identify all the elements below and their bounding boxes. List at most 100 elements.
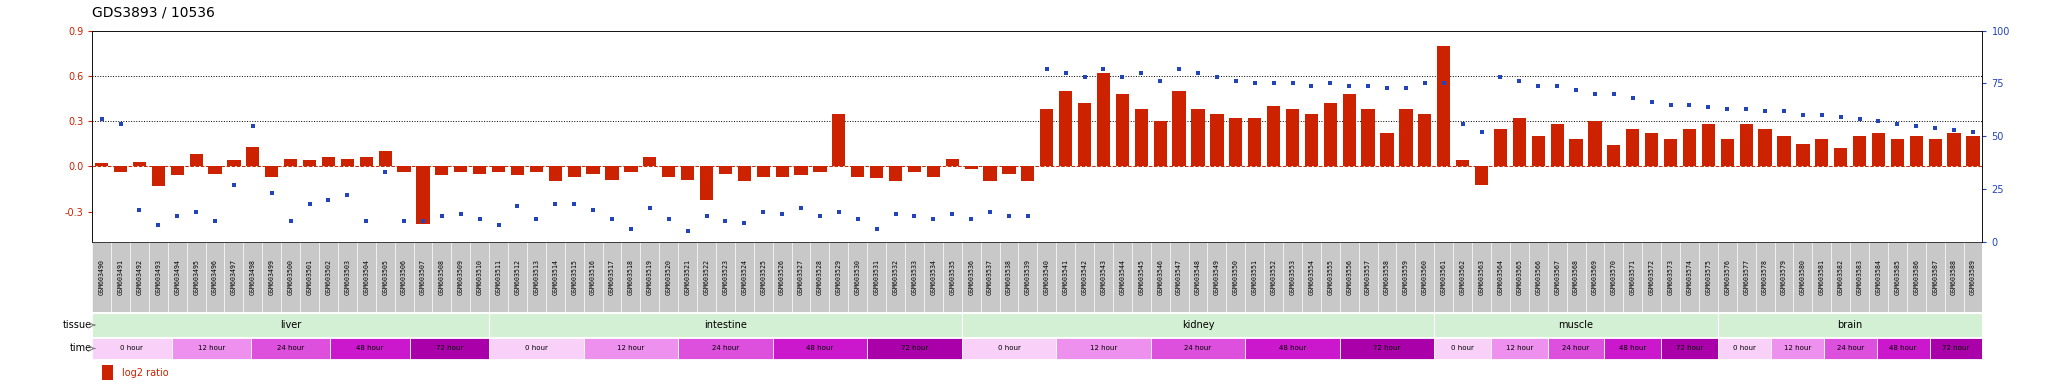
Text: GSM603553: GSM603553 [1290, 259, 1296, 295]
Text: 0 hour: 0 hour [524, 346, 547, 351]
Text: GSM603523: GSM603523 [723, 259, 729, 295]
Bar [1323, 103, 1337, 166]
Bar [92, 313, 489, 338]
Point [1276, 80, 1309, 86]
Bar [1434, 313, 1718, 338]
Bar [793, 242, 811, 312]
Bar [1604, 338, 1661, 359]
Bar [999, 242, 1018, 312]
Text: GSM603568: GSM603568 [1573, 259, 1579, 295]
Bar [625, 166, 637, 172]
Text: GSM603516: GSM603516 [590, 259, 596, 295]
Bar [1434, 338, 1491, 359]
Point [86, 116, 119, 122]
Point [1767, 108, 1800, 114]
Point [1786, 112, 1819, 118]
Point [1485, 74, 1518, 80]
Point [387, 218, 420, 224]
Point [1030, 66, 1063, 72]
Bar [1040, 109, 1053, 166]
Bar [1473, 242, 1491, 312]
Point [1522, 83, 1554, 89]
Text: GSM603513: GSM603513 [532, 259, 539, 295]
Bar [1245, 242, 1264, 312]
Bar [1645, 133, 1659, 166]
Bar [1853, 136, 1866, 166]
Bar [641, 242, 659, 312]
Text: GSM603587: GSM603587 [1931, 259, 1937, 295]
Bar [1964, 242, 1982, 312]
Bar [1491, 242, 1509, 312]
Bar [473, 166, 485, 174]
Point [653, 215, 686, 222]
Text: GSM603526: GSM603526 [778, 259, 784, 295]
Bar [1227, 242, 1245, 312]
Bar [719, 166, 731, 174]
Bar [1604, 242, 1624, 312]
Text: 48 hour: 48 hour [807, 346, 834, 351]
Bar [924, 242, 942, 312]
Bar [1835, 148, 1847, 166]
Text: GSM603500: GSM603500 [287, 259, 293, 295]
Bar [1948, 133, 1960, 166]
Bar [436, 166, 449, 175]
Text: GSM603520: GSM603520 [666, 259, 672, 295]
Bar [1171, 91, 1186, 166]
Bar [659, 242, 678, 312]
Bar [662, 166, 676, 177]
Bar [1755, 242, 1774, 312]
Bar [1245, 338, 1339, 359]
Bar [356, 242, 375, 312]
Bar [811, 242, 829, 312]
Point [463, 215, 496, 222]
Text: 0 hour: 0 hour [1733, 346, 1755, 351]
Text: 72 hour: 72 hour [1675, 346, 1704, 351]
Text: 48 hour: 48 hour [1278, 346, 1307, 351]
Bar [244, 242, 262, 312]
Bar [133, 162, 145, 166]
Bar [1153, 121, 1167, 166]
Bar [94, 164, 109, 166]
Bar [547, 242, 565, 312]
Text: GSM603564: GSM603564 [1497, 259, 1503, 295]
Point [1370, 84, 1403, 91]
Point [690, 214, 723, 220]
Text: GSM603548: GSM603548 [1194, 259, 1200, 295]
Point [1692, 104, 1724, 110]
Point [1937, 127, 1970, 133]
Text: GSM603512: GSM603512 [514, 259, 520, 295]
Bar [1133, 242, 1151, 312]
Text: GSM603556: GSM603556 [1346, 259, 1352, 295]
Bar [451, 242, 471, 312]
Text: GSM603524: GSM603524 [741, 259, 748, 295]
Text: GSM603495: GSM603495 [193, 259, 199, 295]
Text: GSM603565: GSM603565 [1516, 259, 1522, 295]
Text: 12 hour: 12 hour [1505, 346, 1534, 351]
Point [481, 222, 514, 228]
Bar [322, 157, 336, 166]
Bar [1098, 73, 1110, 166]
Text: GSM603549: GSM603549 [1214, 259, 1221, 295]
Text: GSM603519: GSM603519 [647, 259, 653, 295]
Bar [1720, 139, 1735, 166]
Point [311, 197, 344, 203]
Text: GSM603525: GSM603525 [760, 259, 766, 295]
Text: GSM603579: GSM603579 [1782, 259, 1788, 295]
Text: GSM603493: GSM603493 [156, 259, 162, 295]
Text: 12 hour: 12 hour [616, 346, 645, 351]
Bar [1380, 133, 1393, 166]
Bar [1057, 338, 1151, 359]
Bar [205, 242, 225, 312]
Bar [1151, 242, 1169, 312]
Bar [190, 154, 203, 166]
Bar [621, 242, 641, 312]
Bar [1528, 242, 1548, 312]
Point [1106, 74, 1139, 80]
Text: GSM603543: GSM603543 [1100, 259, 1106, 295]
Text: GSM603582: GSM603582 [1837, 259, 1843, 295]
Text: GSM603569: GSM603569 [1591, 259, 1597, 295]
Bar [678, 338, 772, 359]
Bar [1135, 109, 1147, 166]
Point [1806, 112, 1839, 118]
Point [1616, 95, 1649, 101]
